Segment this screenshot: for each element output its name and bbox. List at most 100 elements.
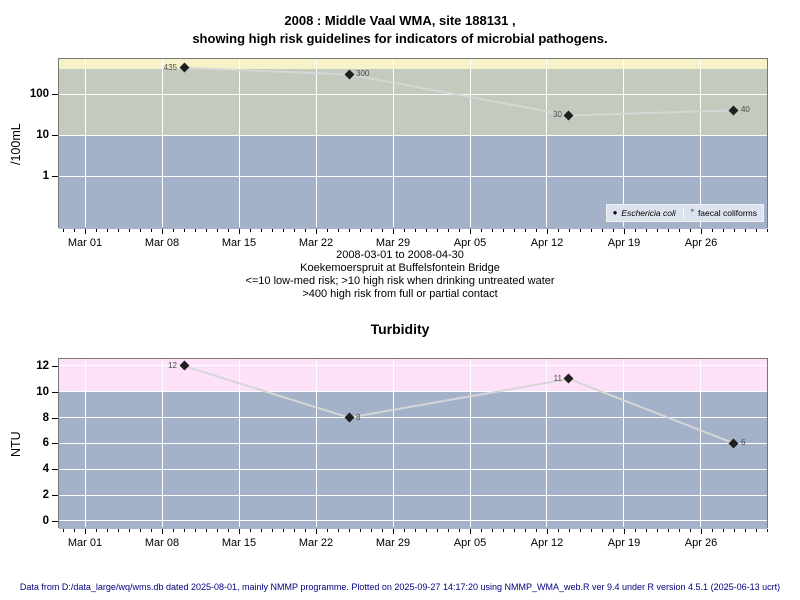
x-axis-major-tick [623,529,625,534]
x-axis-minor-tick [206,229,207,232]
x-axis-minor-tick [601,229,603,232]
x-axis-minor-tick [349,229,350,232]
x-axis-minor-tick [107,529,108,532]
x-axis-tick-label: Mar 08 [144,237,180,249]
microbial-pathogens-plot-area: 435 300 30 40 100 10 1/100mL Mar 01 Mar 08 Mar 15… [9,58,768,249]
x-axis-minor-tick [415,229,416,232]
x-axis-minor-tick [503,529,504,532]
x-axis-minor-tick [140,229,141,232]
x-axis-tick-label: Mar 15 [221,537,257,549]
x-axis-tick-label: Apr 26 [684,237,718,249]
x-axis-minor-tick [151,529,152,532]
x-axis-minor-tick [118,529,119,532]
main-title-line2: showing high risk guidelines for indicat… [192,31,608,46]
x-axis-minor-tick [129,229,130,232]
x-axis-minor-tick [382,529,383,532]
vertical-gridline [84,59,86,227]
x-axis-tick-label: Mar 22 [298,537,334,549]
x-axis-tick-label: Mar 01 [67,237,103,249]
x-axis-minor-tick [437,529,438,532]
subtitle-date-range: 2008-03-01 to 2008-04-30 [336,249,464,261]
x-axis-minor-tick [525,229,526,232]
x-axis-tick-label: Apr 05 [453,237,487,249]
legend-label: faecal coliforms [697,208,757,218]
x-axis-minor-tick [426,229,427,232]
x-axis-minor-tick [492,529,493,532]
x-axis-minor-tick [294,229,295,232]
microbial-pathogens-risk-band-0 [59,59,767,70]
x-axis-minor-tick [557,229,559,232]
vertical-gridline [315,59,317,227]
x-axis-tick-label: Mar 08 [144,537,180,549]
turbidity-risk-band-0 [59,359,767,392]
x-axis-major-tick [316,529,317,534]
y-axis-tick-label: 12 [36,359,49,372]
x-axis-minor-tick [579,529,581,532]
x-axis-minor-tick [645,529,647,532]
x-axis-minor-tick [503,229,504,232]
x-axis-minor-tick [766,529,768,532]
x-axis-minor-tick [63,529,64,532]
x-axis-minor-tick [568,229,570,232]
x-axis-minor-tick [755,529,757,532]
x-axis-minor-tick [272,529,273,532]
x-axis-minor-tick [722,529,724,532]
x-axis-minor-tick [272,229,273,232]
horizontal-gridline [59,93,767,95]
y-axis-tick-label: 4 [42,463,49,476]
y-axis-title: NTU [9,431,23,457]
x-axis-minor-tick [514,229,515,232]
x-axis-major-tick [393,229,394,234]
horizontal-gridline [59,468,767,470]
x-axis-major-tick [85,529,86,534]
x-axis-minor-tick [590,229,592,232]
x-axis-major-tick [239,529,240,534]
x-axis-minor-tick [206,529,207,532]
x-axis-tick-label: Mar 15 [221,237,257,249]
y-axis-tick [52,135,58,136]
x-axis-minor-tick [250,229,251,232]
y-axis-tick [52,176,58,177]
x-axis-major-tick [546,529,548,534]
x-axis-major-tick [700,529,702,534]
x-axis-minor-tick [63,229,64,232]
footer-provenance-text: Data from D:/data_large/wq/wms.db dated … [19,582,781,592]
x-axis-minor-tick [678,229,680,232]
data-point-value-label: 40 [740,105,750,115]
data-point-value-label: 300 [356,69,370,79]
horizontal-gridline [59,175,767,177]
x-axis-minor-tick [261,529,262,532]
x-axis-major-tick [700,229,702,234]
x-axis-minor-tick [448,529,449,532]
y-axis-tick [52,365,58,367]
horizontal-gridline [59,391,767,393]
x-axis-minor-tick [492,229,493,232]
y-axis-tick [52,94,58,95]
legend-label: Eschericia coli [621,208,676,218]
x-axis-minor-tick [755,229,757,232]
x-axis-tick-label: Apr 19 [607,537,641,549]
y-axis-tick [52,495,58,497]
x-axis-minor-tick [184,529,185,532]
x-axis-minor-tick [514,529,515,532]
x-axis-minor-tick [459,529,460,532]
x-axis-minor-tick [228,229,229,232]
legend-item-eschericia-coli: ● Eschericia coli [613,208,676,218]
x-axis-minor-tick [151,229,152,232]
y-axis-tick-label: 2 [42,489,49,502]
data-point-value-label: 8 [356,412,361,422]
x-axis-minor-tick [228,529,229,532]
x-axis-minor-tick [107,229,108,232]
vertical-gridline [392,59,394,227]
x-axis-minor-tick [426,529,427,532]
turbidity-plot-area: 12 8 11 6 0 2 4 6 8 10 12 NTU Mar 01 Mar 08 Mar 15 Mar … [9,358,768,549]
vertical-gridline [546,59,548,227]
subtitle-site-name: Koekemoerspruit at Buffelsfontein Bridge [300,262,500,274]
x-axis-minor-tick [459,229,460,232]
y-axis-tick [52,469,58,471]
x-axis-major-tick [162,529,163,534]
horizontal-gridline [59,520,767,522]
x-axis-tick-label: Apr 05 [453,537,487,549]
x-axis-tick-label: Apr 12 [530,537,564,549]
x-axis-minor-tick [634,529,636,532]
